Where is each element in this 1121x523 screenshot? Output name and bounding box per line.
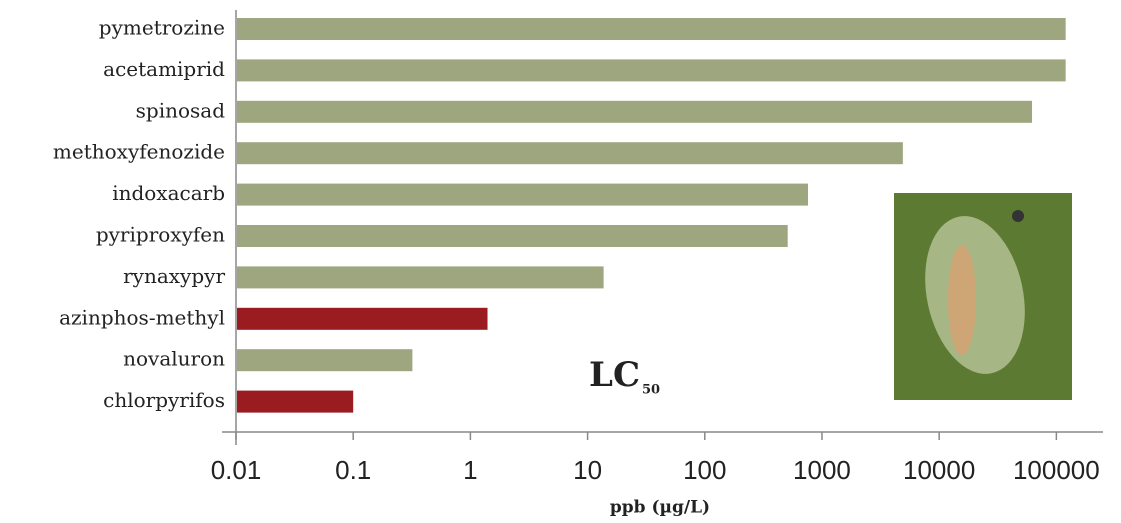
x-tick-label: 10 [573, 455, 602, 485]
y-tick-label: pyriproxyfen [96, 223, 225, 247]
bar [237, 183, 809, 206]
bar [237, 266, 604, 289]
daphnia-photo [894, 193, 1072, 400]
y-tick-label: novaluron [123, 347, 225, 371]
x-tick-label: 10000 [903, 455, 975, 485]
photo-gut [948, 245, 976, 355]
y-tick-label: spinosad [136, 98, 226, 122]
x-tick-label: 1 [463, 455, 477, 485]
bar [237, 100, 1033, 123]
bar [237, 390, 354, 413]
x-tick-label: 100 [683, 455, 726, 485]
bar [237, 307, 488, 330]
y-tick-label: methoxyfenozide [53, 140, 225, 164]
annotation-subscript: 50 [642, 383, 660, 398]
y-tick-label: rynaxypyr [123, 264, 225, 288]
y-tick-label: indoxacarb [112, 181, 225, 205]
x-tick-label: 0.01 [211, 455, 262, 485]
x-tick-label: 0.1 [335, 455, 371, 485]
y-tick-label: pymetrozine [99, 16, 225, 40]
bar [237, 18, 1066, 40]
bar [237, 225, 788, 247]
bar [237, 59, 1066, 82]
y-tick-label: acetamiprid [103, 57, 225, 81]
x-axis-label: ppb (µg/L) [610, 498, 710, 518]
x-tick-label: 100000 [1013, 455, 1100, 485]
y-tick-label: azinphos-methyl [59, 305, 225, 329]
annotation: LC [589, 355, 640, 395]
y-tick-label: chlorpyrifos [103, 388, 225, 412]
bar [237, 349, 413, 372]
x-tick-label: 1000 [793, 455, 851, 485]
bar [237, 142, 903, 165]
photo-eye [1012, 210, 1024, 222]
